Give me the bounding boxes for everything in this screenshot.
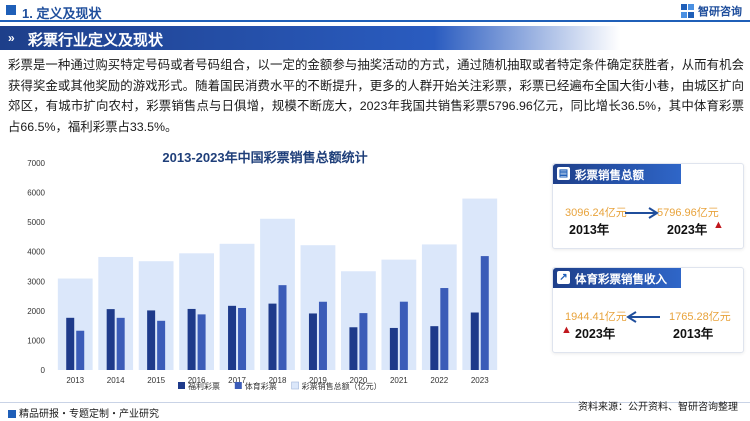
bar-total bbox=[57, 278, 93, 370]
x-tick-label: 2019 bbox=[309, 376, 327, 385]
x-tick-label: 2021 bbox=[390, 376, 408, 385]
x-tick-label: 2020 bbox=[350, 376, 368, 385]
bar-welfare bbox=[106, 309, 115, 370]
y-tick-label: 6000 bbox=[27, 189, 45, 198]
legend-swatch bbox=[234, 382, 242, 389]
bar-total bbox=[462, 198, 498, 370]
arrow-left-icon bbox=[626, 311, 660, 323]
sales-2023-value: 5796.96亿元 bbox=[657, 207, 719, 219]
bar-welfare bbox=[228, 305, 237, 370]
bar-total bbox=[381, 259, 417, 370]
bar-total bbox=[341, 271, 376, 370]
bar-sports bbox=[399, 301, 408, 370]
card-title: 体育彩票销售收入 bbox=[575, 274, 667, 286]
logo-text: 智研咨询 bbox=[698, 6, 742, 18]
sports-2013-year: 2013年 bbox=[673, 327, 714, 341]
footer-square-icon bbox=[8, 410, 16, 418]
bar-total bbox=[421, 244, 457, 370]
footer-tagline: 精品研报・专题定制・产业研究 bbox=[8, 405, 159, 420]
x-tick-label: 2014 bbox=[107, 376, 125, 385]
card-header: ▤ 彩票销售总额 bbox=[553, 164, 681, 184]
legend-label: 福利彩票 bbox=[188, 381, 220, 391]
footer-source: 资料来源：公开资料、智研咨询整理 bbox=[578, 402, 738, 413]
bar-total bbox=[98, 256, 134, 370]
x-tick-label: 2013 bbox=[66, 376, 84, 385]
bar-sports bbox=[318, 301, 327, 370]
bar-sports bbox=[440, 288, 449, 370]
bar-total bbox=[300, 245, 336, 370]
intro-paragraph: 彩票是一种通过购买特定号码或者号码组合，以一定的金额参与抽奖活动的方式，通过随机… bbox=[8, 58, 744, 134]
chevron-double-right-icon: » bbox=[8, 31, 15, 45]
legend-label: 彩票销售总额（亿元） bbox=[302, 381, 382, 391]
top-bar: 1. 定义及现状 智研咨询 bbox=[0, 0, 750, 22]
brand-logo: 智研咨询 bbox=[681, 3, 742, 19]
sales-2013-value: 3096.24亿元 bbox=[565, 207, 627, 219]
page-banner: » 彩票行业定义及现状 bbox=[0, 26, 620, 50]
x-tick-label: 2023 bbox=[471, 376, 489, 385]
bar-sports bbox=[116, 317, 125, 370]
bar-sports bbox=[359, 313, 368, 370]
bar-welfare bbox=[268, 303, 277, 370]
bar-sports bbox=[238, 307, 247, 370]
sports-2023-value: 1944.41亿元 bbox=[565, 311, 627, 323]
bar-sports bbox=[157, 320, 166, 370]
y-tick-label: 3000 bbox=[27, 277, 45, 286]
y-tick-label: 7000 bbox=[27, 159, 45, 168]
bar-welfare bbox=[187, 308, 196, 370]
y-tick-label: 5000 bbox=[27, 218, 45, 227]
legend-swatch bbox=[178, 382, 185, 389]
x-tick-label: 2018 bbox=[269, 376, 287, 385]
x-tick-label: 2017 bbox=[228, 376, 246, 385]
bar-welfare bbox=[470, 312, 479, 370]
card-title: 彩票销售总额 bbox=[575, 170, 644, 182]
bar-total bbox=[138, 261, 174, 370]
bar-welfare bbox=[308, 313, 317, 370]
bar-sports bbox=[76, 330, 85, 370]
legend-label: 体育彩票 bbox=[245, 381, 277, 391]
footer-divider bbox=[0, 402, 750, 403]
up-arrow-icon: ▲ bbox=[561, 324, 572, 336]
bar-welfare bbox=[66, 317, 75, 370]
y-tick-label: 2000 bbox=[27, 307, 45, 316]
sales-bar-chart: 0 1000 2000 3000 4000 5000 6000 7000 2013 2014 201… bbox=[27, 159, 498, 391]
sales-2013-year: 2013年 bbox=[569, 223, 610, 237]
bar-sports bbox=[480, 256, 489, 370]
bar-welfare bbox=[430, 326, 439, 370]
y-tick-label: 1000 bbox=[27, 336, 45, 345]
chart-title: 2013-2023年中国彩票销售总额统计 bbox=[162, 150, 368, 165]
x-tick-label: 2022 bbox=[430, 376, 448, 385]
bar-welfare bbox=[349, 327, 358, 370]
sports-2023-year: 2023年 bbox=[575, 327, 616, 341]
top-divider bbox=[0, 20, 750, 22]
card-sports-lottery: ↗ 体育彩票销售收入 1944.41亿元 ▲ 2023年 1765.28亿元 2… bbox=[552, 267, 744, 353]
x-tick-label: 2016 bbox=[188, 376, 206, 385]
bar-welfare bbox=[389, 327, 398, 370]
page-title: 彩票行业定义及现状 bbox=[28, 32, 164, 49]
bar-total bbox=[179, 253, 214, 370]
up-arrow-icon: ▲ bbox=[713, 219, 724, 231]
bar-sports bbox=[197, 314, 206, 370]
x-tick-label: 2015 bbox=[147, 376, 165, 385]
bar-sports bbox=[278, 285, 287, 370]
card-header: ↗ 体育彩票销售收入 bbox=[553, 268, 681, 288]
y-tick-label: 0 bbox=[41, 366, 46, 375]
legend-swatch bbox=[291, 381, 299, 390]
sales-2023-year: 2023年 bbox=[667, 223, 708, 237]
section-square-icon bbox=[6, 5, 16, 15]
chart-icon: ▤ bbox=[557, 167, 570, 180]
bar-welfare bbox=[147, 310, 156, 370]
y-tick-label: 4000 bbox=[27, 248, 45, 257]
card-total-sales: ▤ 彩票销售总额 3096.24亿元 2013年 5796.96亿元 2023年… bbox=[552, 163, 744, 249]
sports-2013-value: 1765.28亿元 bbox=[669, 311, 731, 323]
arrow-right-icon bbox=[625, 207, 659, 219]
bar-total bbox=[260, 218, 295, 370]
trend-icon: ↗ bbox=[557, 271, 570, 284]
section-title: 1. 定义及现状 bbox=[22, 6, 102, 21]
bar-total bbox=[219, 243, 255, 370]
logo-mark-icon bbox=[681, 4, 695, 18]
